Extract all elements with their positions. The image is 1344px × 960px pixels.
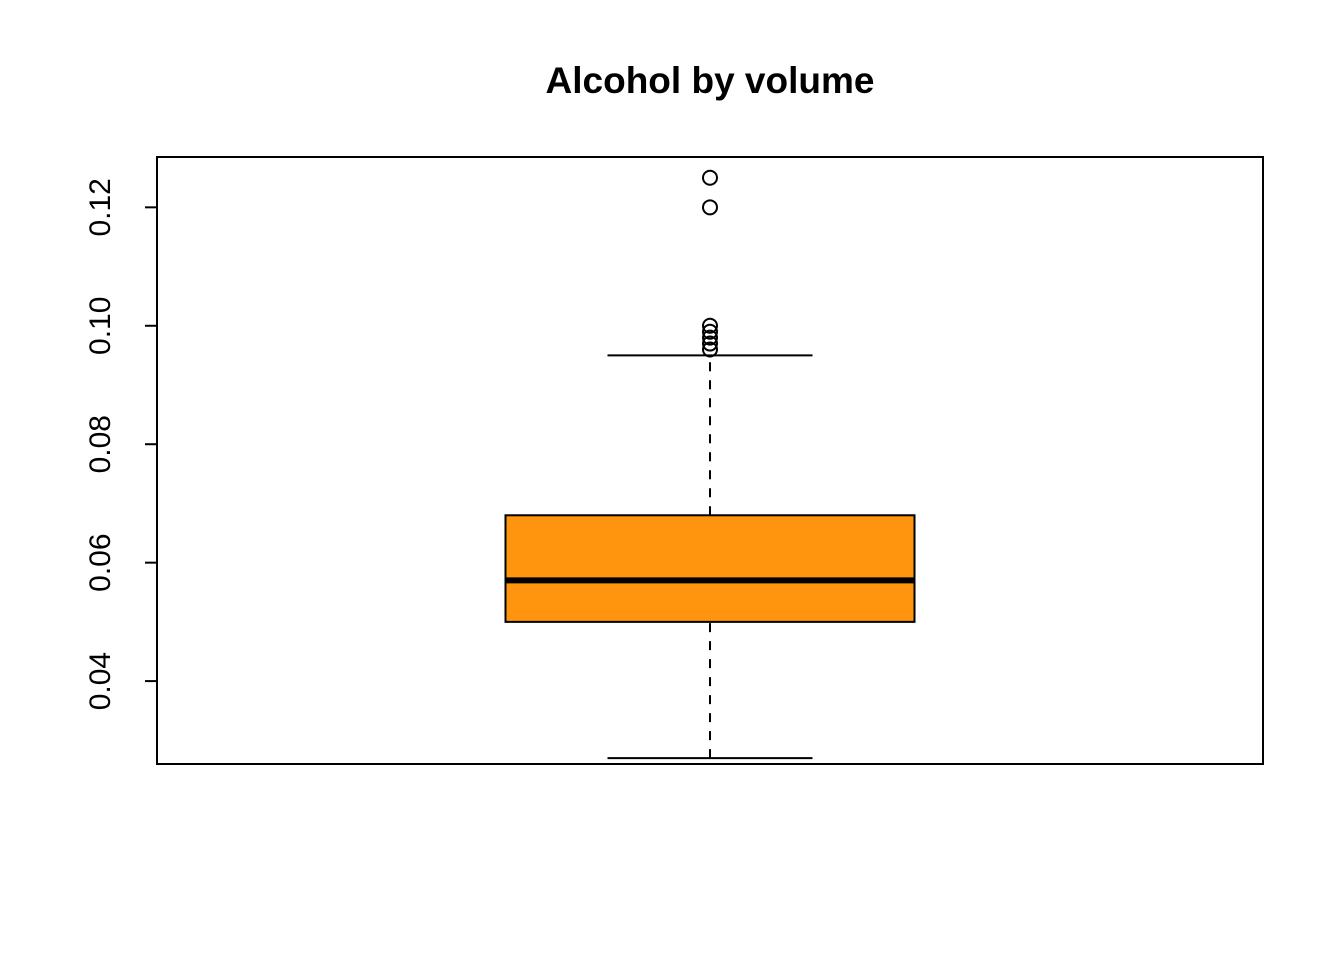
y-tick-label: 0.04 — [84, 652, 117, 710]
iqr-box — [504, 514, 916, 623]
outliers — [702, 169, 718, 358]
y-tick-label: 0.12 — [84, 178, 117, 236]
y-axis: 0.04 0.06 0.08 0.10 0.12 — [84, 178, 157, 710]
plot-frame — [156, 156, 1264, 765]
y-tick-label: 0.08 — [84, 415, 117, 473]
outlier-point — [702, 169, 718, 186]
y-tick-label: 0.10 — [84, 297, 117, 355]
outlier-point — [702, 317, 718, 334]
y-tick-label: 0.06 — [84, 533, 117, 591]
outlier-point — [702, 329, 718, 346]
outlier-point — [702, 335, 718, 352]
outlier-point — [702, 323, 718, 340]
outlier-point — [702, 199, 718, 216]
outlier-point — [702, 341, 718, 358]
chart-title: Alcohol by volume — [546, 60, 875, 101]
boxplot — [504, 354, 916, 760]
